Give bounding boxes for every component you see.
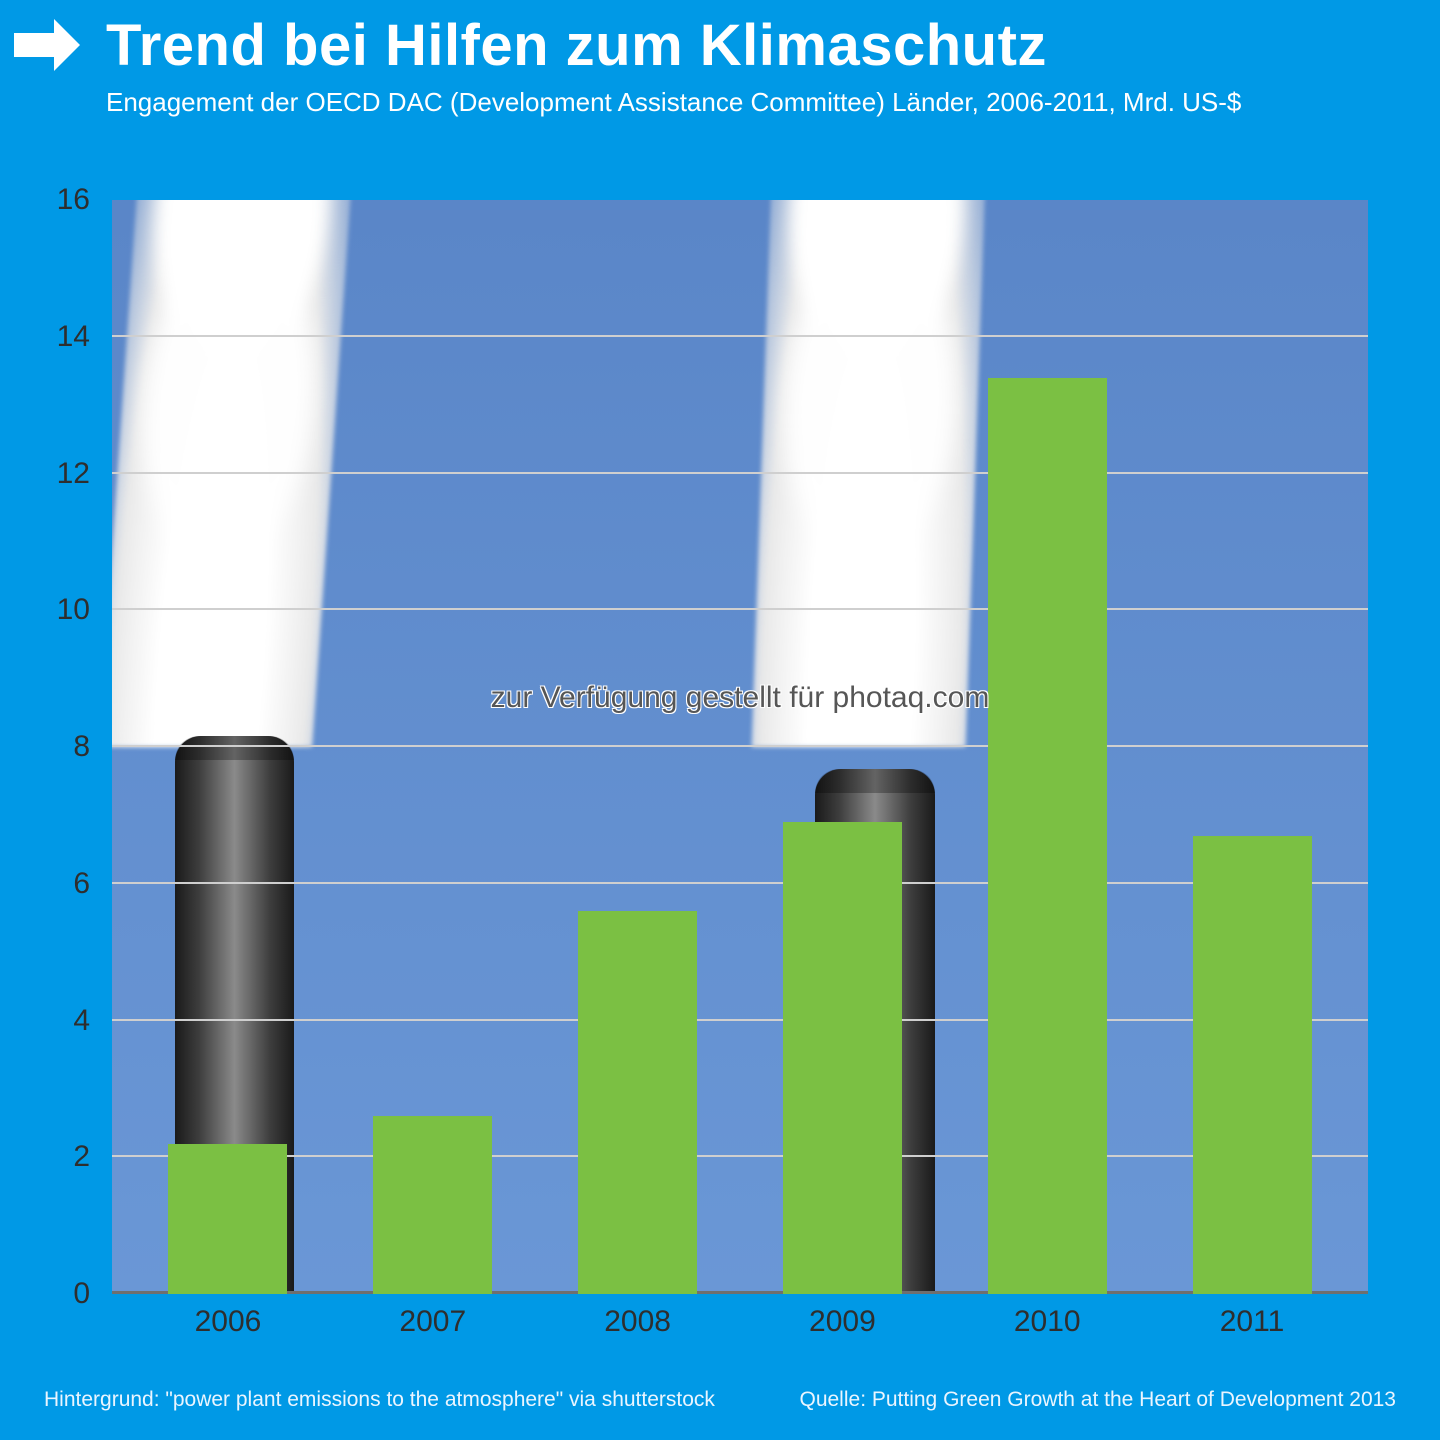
- bar: [373, 1116, 492, 1294]
- y-tick-label: 4: [42, 1004, 106, 1038]
- footer-right: Quelle: Putting Green Growth at the Hear…: [799, 1388, 1396, 1412]
- y-tick-label: 2: [42, 1140, 106, 1174]
- x-tick-label: 2006: [126, 1305, 331, 1339]
- footer: Hintergrund: "power plant emissions to t…: [44, 1388, 1396, 1412]
- y-tick-label: 8: [42, 730, 106, 764]
- y-tick-label: 14: [42, 320, 106, 354]
- bar: [1193, 836, 1312, 1294]
- bar: [988, 378, 1107, 1294]
- x-tick-label: 2009: [740, 1305, 945, 1339]
- y-axis-ticks: 0246810121416: [42, 200, 112, 1350]
- bars: [112, 200, 1368, 1294]
- bar: [783, 822, 902, 1294]
- oecd-logo-icon: [12, 15, 84, 77]
- y-tick-label: 6: [42, 867, 106, 901]
- y-tick-label: 12: [42, 457, 106, 491]
- header: Trend bei Hilfen zum Klimaschutz Engagem…: [12, 12, 1428, 182]
- bar: [168, 1144, 287, 1294]
- x-tick-label: 2007: [330, 1305, 535, 1339]
- x-tick-label: 2010: [945, 1305, 1150, 1339]
- plot-area: zur Verfügung gestellt für photaq.com: [112, 200, 1368, 1294]
- bar-slot: [945, 200, 1150, 1294]
- y-tick-label: 0: [42, 1277, 106, 1311]
- bar-slot: [330, 200, 535, 1294]
- x-axis-labels: 200620072008200920102011: [112, 1294, 1368, 1350]
- page-title: Trend bei Hilfen zum Klimaschutz: [106, 12, 1047, 79]
- bar-slot: [1150, 200, 1355, 1294]
- chart: zur Verfügung gestellt für photaq.com 02…: [42, 200, 1398, 1350]
- page-subtitle: Engagement der OECD DAC (Development Ass…: [106, 87, 1428, 118]
- bar-slot: [125, 200, 330, 1294]
- y-tick-label: 10: [42, 593, 106, 627]
- infographic-frame: Trend bei Hilfen zum Klimaschutz Engagem…: [0, 0, 1440, 1440]
- x-tick-label: 2008: [535, 1305, 740, 1339]
- title-row: Trend bei Hilfen zum Klimaschutz: [12, 12, 1428, 79]
- footer-left: Hintergrund: "power plant emissions to t…: [44, 1388, 715, 1412]
- bar: [578, 911, 697, 1294]
- x-tick-label: 2011: [1150, 1305, 1355, 1339]
- y-tick-label: 16: [42, 183, 106, 217]
- bar-slot: [740, 200, 945, 1294]
- bar-slot: [535, 200, 740, 1294]
